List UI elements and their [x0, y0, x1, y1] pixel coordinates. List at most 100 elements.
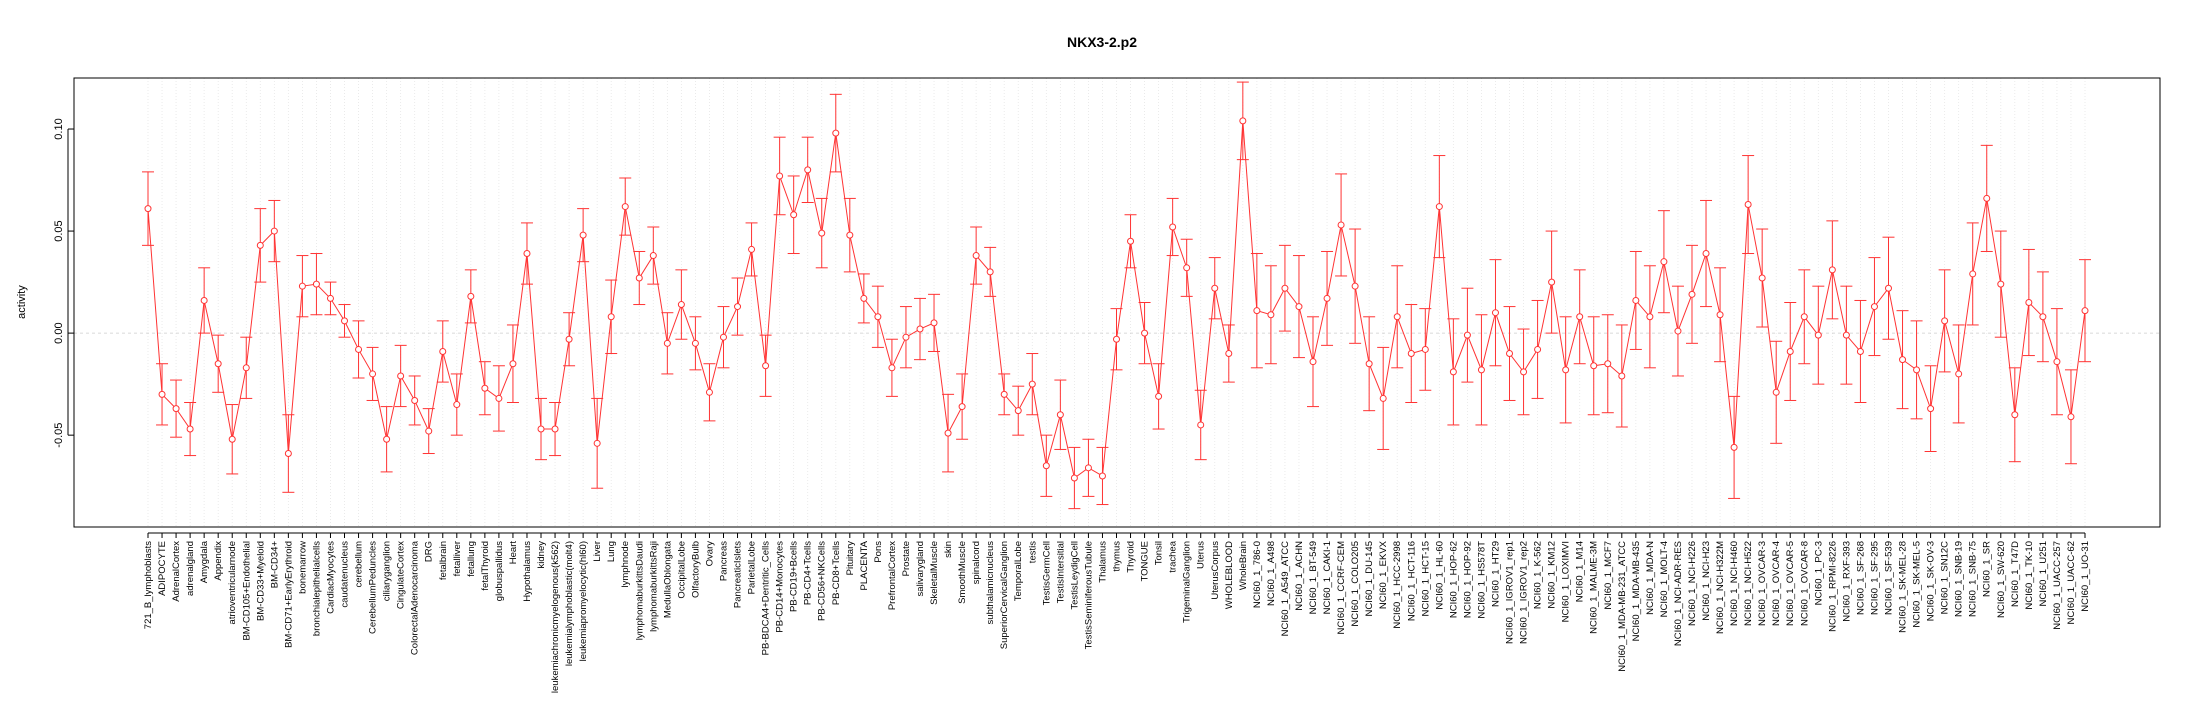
- data-point: [1239, 117, 1247, 125]
- data-point: [1941, 317, 1949, 325]
- x-tick-label: atrioventricularnode: [227, 541, 238, 624]
- x-tick-label: NCI60_1_SNB-19: [1954, 541, 1965, 617]
- data-point: [958, 403, 966, 411]
- data-point: [200, 296, 208, 304]
- x-tick-label: skin: [943, 541, 954, 558]
- x-tick-label: NCI60_1_NCI-H322M: [1715, 541, 1726, 634]
- x-tick-label: Liver: [592, 541, 603, 562]
- data-point: [1028, 380, 1036, 388]
- data-point: [930, 319, 938, 327]
- x-tick-label: NCI60_1_SW-620: [1996, 541, 2007, 618]
- data-point: [579, 231, 587, 239]
- data-point: [242, 364, 250, 372]
- x-tick-label: NCI60_1_IGROV1_rep2: [1519, 541, 1530, 644]
- data-point: [1295, 303, 1303, 311]
- data-point: [986, 268, 994, 276]
- x-tick-label: NCI60_1_786-0: [1252, 541, 1263, 608]
- data-point: [1000, 390, 1008, 398]
- x-tick-label: NCI60_1_HCC-2998: [1392, 541, 1403, 629]
- data-point: [1491, 309, 1499, 317]
- x-tick-label: Tonsil: [1154, 541, 1165, 565]
- x-tick-label: NCI60_1_HOP-92: [1462, 541, 1473, 618]
- data-point: [1225, 350, 1233, 358]
- x-tick-label: NCI60_1_KM12: [1547, 541, 1558, 609]
- x-tick-label: NCI60_1_SR: [1982, 541, 1993, 597]
- x-tick-label: PB-CD8+Tcells: [831, 541, 842, 605]
- x-tick-label: fetalbrain: [438, 541, 449, 580]
- x-tick-label: Amygdala: [199, 540, 210, 583]
- data-point: [2067, 413, 2075, 421]
- x-tick-label: NCI60_1_HOP-62: [1448, 541, 1459, 618]
- data-point: [1786, 347, 1794, 355]
- data-point: [1211, 284, 1219, 292]
- x-tick-label: NCI60_1_HS578T: [1476, 541, 1487, 619]
- x-tick-label: TestisLeydigCell: [1069, 541, 1080, 610]
- data-point: [804, 166, 812, 174]
- y-tick-label: -0.05: [53, 423, 65, 448]
- x-tick-label: ADIPOCYTE: [157, 541, 168, 596]
- x-tick-label: PLACENTA: [859, 540, 870, 590]
- data-point: [1365, 360, 1373, 368]
- data-point: [1913, 366, 1921, 374]
- x-tick-label: NCI60_1_PC-3: [1813, 541, 1824, 605]
- data-point: [1983, 194, 1991, 202]
- data-point: [1646, 313, 1654, 321]
- x-tick-label: PancreaticIslets: [733, 541, 744, 608]
- data-point: [2011, 411, 2019, 419]
- x-tick-label: NCI60_1_MCF7: [1603, 541, 1614, 610]
- x-tick-label: NCI60_1_A498: [1266, 541, 1277, 606]
- x-tick-label: MedullaOblongata: [662, 540, 673, 618]
- x-tick-label: NCI60_1_OVCAR-8: [1799, 541, 1810, 626]
- data-point: [1379, 394, 1387, 402]
- data-point: [397, 372, 405, 380]
- x-tick-label: NCI60_1_HCT-116: [1406, 541, 1417, 621]
- data-point: [1969, 270, 1977, 278]
- data-point: [874, 313, 882, 321]
- x-tick-label: trachea: [1168, 540, 1179, 572]
- x-tick-label: TONGUE: [1140, 541, 1151, 581]
- x-tick-label: lymphnode: [620, 541, 631, 587]
- data-point: [818, 229, 826, 237]
- data-point: [1281, 284, 1289, 292]
- x-tick-label: OccipitalLobe: [676, 541, 687, 599]
- data-point: [1421, 345, 1429, 353]
- data-point: [425, 427, 433, 435]
- x-tick-label: NCI60_1_UO-31: [2080, 541, 2091, 612]
- data-point: [972, 252, 980, 260]
- data-point: [677, 301, 685, 309]
- x-tick-label: NCI60_1_NCI-H226: [1687, 541, 1698, 626]
- x-tick-label: OlfactoryBulb: [690, 541, 701, 598]
- data-point: [719, 333, 727, 341]
- x-tick-label: TemporalLobe: [1013, 541, 1024, 601]
- data-point: [509, 360, 517, 368]
- x-tick-label: TrigeminalGanglion: [1182, 541, 1193, 623]
- x-tick-label: bonemarrow: [297, 541, 308, 594]
- data-point: [1576, 313, 1584, 321]
- x-tick-label: TestisGermCell: [1041, 541, 1052, 605]
- data-point: [1562, 366, 1570, 374]
- x-tick-label: leukemiapromyelocytic(hl60): [578, 541, 589, 661]
- data-point: [1688, 290, 1696, 298]
- data-point: [1253, 307, 1261, 315]
- data-point: [635, 274, 643, 282]
- x-tick-label: NCI60_1_TK-10: [2024, 541, 2035, 610]
- data-point: [467, 292, 475, 300]
- data-point: [593, 439, 601, 447]
- data-point: [762, 362, 770, 370]
- data-point: [270, 227, 278, 235]
- x-tick-label: Thyroid: [1126, 541, 1137, 573]
- data-point: [495, 394, 503, 402]
- data-point: [1870, 303, 1878, 311]
- data-point: [355, 345, 363, 353]
- data-point: [2039, 313, 2047, 321]
- x-tick-label: SmoothMuscle: [957, 541, 968, 604]
- data-point: [705, 388, 713, 396]
- chart-title: NKX3-2.p2: [1067, 34, 1137, 50]
- data-point: [256, 241, 264, 249]
- x-tick-label: BM-CD34+: [269, 541, 280, 589]
- data-point: [1800, 313, 1808, 321]
- x-tick-label: NCI60_1_SK-MEL-5: [1912, 541, 1923, 628]
- data-point: [1084, 464, 1092, 472]
- y-tick-label: 0.10: [53, 118, 65, 139]
- data-point: [1435, 203, 1443, 211]
